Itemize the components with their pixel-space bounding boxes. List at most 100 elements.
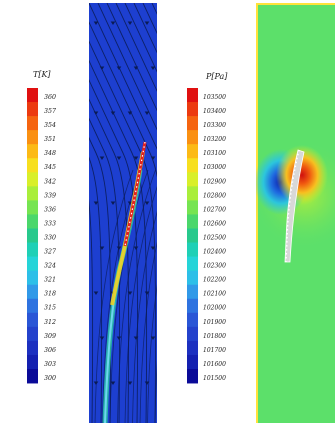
colorbar-tick-label: 327 <box>44 249 56 256</box>
streamline-arrow <box>127 291 133 295</box>
colorbar-swatch <box>187 228 198 243</box>
streamline <box>124 186 157 423</box>
streamline <box>0 3 3 425</box>
colorbar-tick-label: 102500 <box>203 234 226 241</box>
colorbar-tick-label: 103000 <box>203 164 226 171</box>
colorbar-swatch <box>187 270 198 286</box>
colorbar-swatch <box>27 130 38 145</box>
streamline-arrow <box>150 336 156 340</box>
colorbar-swatches <box>187 88 198 384</box>
colorbar-tick-label: 342 <box>44 178 56 185</box>
colorbar-swatch <box>27 298 38 314</box>
streamline <box>89 98 130 423</box>
blade-profile <box>284 149 305 263</box>
colorbar-tick-label: 360 <box>44 94 56 101</box>
streamline-arrow <box>144 291 150 295</box>
colorbar-tick-label: 348 <box>44 150 56 157</box>
streamline-arrow <box>133 246 139 250</box>
streamline-arrow <box>110 381 116 385</box>
colorbar-swatch <box>187 284 198 300</box>
streamline-arrow <box>127 381 133 385</box>
colorbar-swatch <box>27 326 38 342</box>
colorbar-tick-label: 102200 <box>203 277 226 284</box>
colorbar-swatch <box>27 88 38 103</box>
streamline-arrow <box>110 21 116 25</box>
colorbar-tick-label: 300 <box>44 375 56 382</box>
colorbar-tick-label: 102700 <box>203 206 226 213</box>
colorbar-swatch <box>187 214 198 229</box>
colorbar-swatch <box>27 172 38 187</box>
colorbar-tick-label: 336 <box>44 206 56 213</box>
colorbar-tick-label: 357 <box>44 108 56 115</box>
temperature-colorbar: T[K] 360 357 354 351 348 345 342 339 336 333 330 32… <box>27 70 56 384</box>
colorbar-swatch <box>27 312 38 328</box>
streamline-arrow <box>93 201 99 205</box>
colorbar-swatch <box>187 298 198 314</box>
streamline <box>89 21 157 178</box>
colorbar-swatch <box>27 102 38 117</box>
streamline-arrow <box>150 156 156 160</box>
colorbar-tick-label: 102800 <box>203 192 226 199</box>
streamline <box>147 283 157 423</box>
streamline-arrow <box>99 246 105 250</box>
streamline-arrow <box>116 66 122 70</box>
colorbar-swatch <box>187 172 198 187</box>
blade-mesh-points <box>285 149 300 263</box>
colorbar-tick-label: 321 <box>44 277 56 284</box>
colorbar-tick-label: 345 <box>44 164 56 171</box>
colorbar-tick-label: 102000 <box>203 305 226 312</box>
colorbar-tick-label: 354 <box>44 122 56 129</box>
streamline <box>89 79 139 423</box>
colorbar-swatch <box>27 354 38 370</box>
colorbar-swatch <box>27 116 38 131</box>
colorbar-swatch <box>27 270 38 286</box>
colorbar-swatches <box>27 88 38 384</box>
streamline-arrow <box>133 66 139 70</box>
colorbar-tick-label: 318 <box>44 291 56 298</box>
colorbar-tick-label: 101600 <box>203 361 226 368</box>
streamline <box>89 198 94 423</box>
colorbar-title: T[K] <box>33 70 51 79</box>
colorbar-tick-label: 102400 <box>203 249 226 256</box>
colorbar-swatch <box>27 228 38 243</box>
colorbar-swatch <box>187 186 198 201</box>
streamline-arrow <box>144 21 150 25</box>
streamline-arrow <box>116 246 122 250</box>
colorbar-tick-label: 103300 <box>203 122 226 129</box>
colorbar-tick-label: 102600 <box>203 220 226 227</box>
streamline <box>0 3 84 425</box>
colorbar-tick-label: 324 <box>44 263 56 270</box>
pressure-field-panel <box>256 3 335 423</box>
colorbar-swatch <box>187 354 198 370</box>
streamline <box>139 241 157 423</box>
streamline-arrow <box>93 111 99 115</box>
colorbar-swatch <box>187 88 198 103</box>
colorbar-title: P[Pa] <box>205 72 228 81</box>
streamline <box>102 169 141 423</box>
streamline-arrow <box>93 381 99 385</box>
streamline-arrow <box>116 156 122 160</box>
colorbar-tick-label: 312 <box>44 319 56 326</box>
colorbar-swatch <box>187 200 198 215</box>
colorbar-swatch <box>187 326 198 342</box>
colorbar-tick-labels: 103500 103400 103300 103200 103100 103000 1029… <box>203 94 226 382</box>
streamline-arrow <box>99 66 105 70</box>
colorbar-tick-label: 103400 <box>203 108 226 115</box>
colorbar-tick-label: 339 <box>44 192 56 199</box>
colorbar-swatch <box>27 158 38 173</box>
colorbar-tick-label: 101900 <box>203 319 226 326</box>
colorbar-tick-label: 101500 <box>203 375 226 382</box>
colorbar-tick-label: 102900 <box>203 178 226 185</box>
streamline <box>0 3 12 425</box>
streamline <box>89 117 121 423</box>
colorbar-swatch <box>187 130 198 145</box>
streamline <box>117 169 156 423</box>
streamline-arrow <box>133 336 139 340</box>
streamline <box>94 169 134 423</box>
streamline <box>89 156 103 423</box>
colorbar-tick-label: 330 <box>44 234 56 241</box>
colorbar-tick-label: 103200 <box>203 136 226 143</box>
streamline-arrow <box>133 156 139 160</box>
colorbar-swatch <box>27 242 38 257</box>
